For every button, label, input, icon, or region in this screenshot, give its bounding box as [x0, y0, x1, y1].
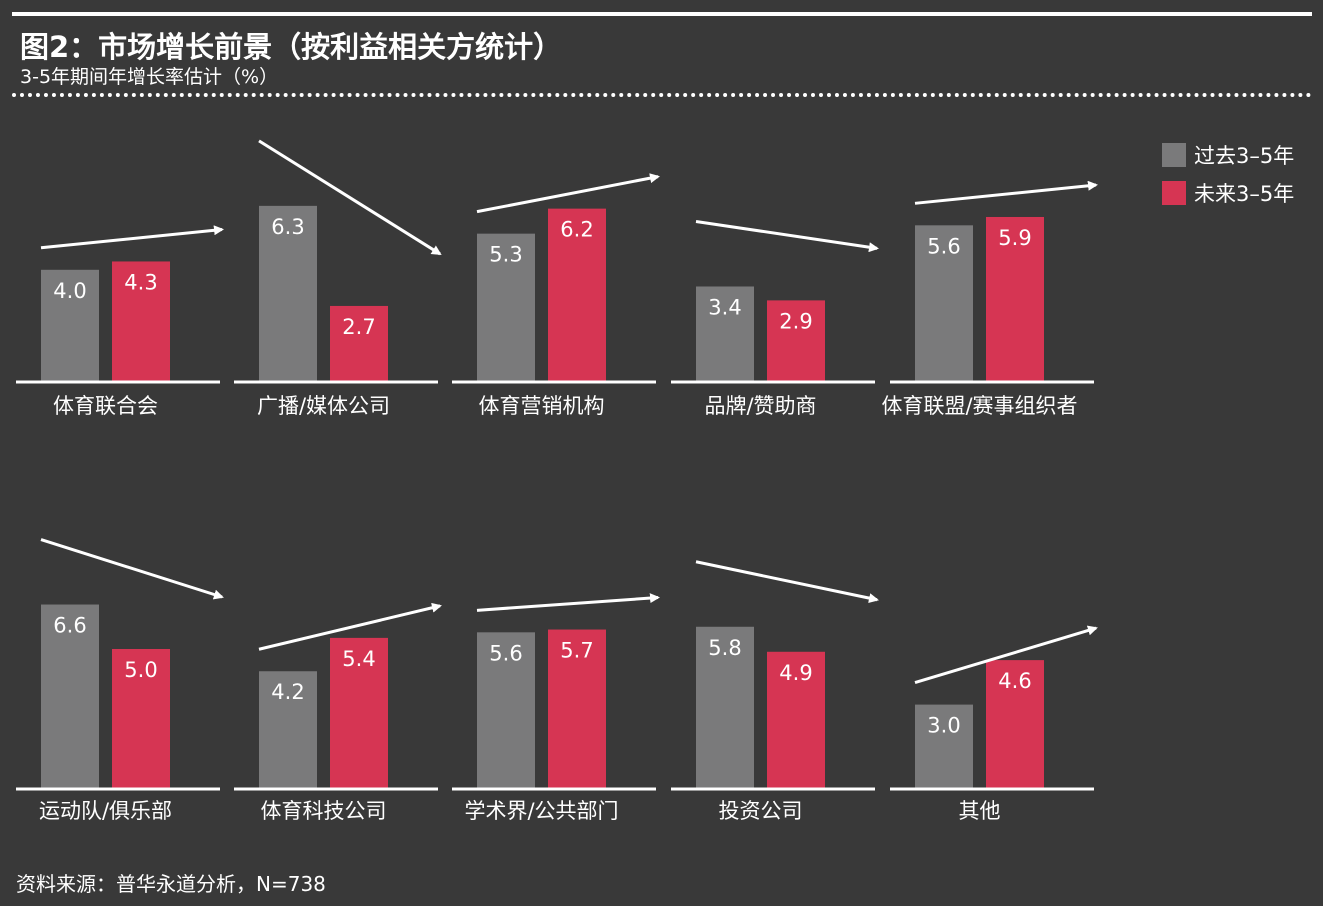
- bar-past: [696, 286, 754, 381]
- bar-past: [259, 205, 317, 381]
- value-label-future: 4.9: [779, 661, 812, 685]
- legend: 过去3–5年 未来3–5年: [1162, 136, 1294, 212]
- bar-future: [986, 660, 1044, 788]
- trend-arrow: [914, 180, 1098, 205]
- bar-future: [548, 629, 606, 788]
- bar-future: [548, 208, 606, 381]
- value-label-future: 4.6: [998, 669, 1031, 693]
- trend-arrow: [258, 139, 442, 256]
- top-rule: [12, 12, 1312, 16]
- value-label-past: 3.0: [927, 714, 960, 738]
- dotted-divider: [12, 93, 1312, 97]
- bar-future: [767, 651, 825, 788]
- bar-past: [915, 225, 973, 381]
- value-label-future: 5.9: [998, 226, 1031, 250]
- value-label-past: 5.6: [927, 234, 960, 258]
- bar-future: [112, 261, 170, 381]
- category-label: 运动队/俱乐部: [39, 799, 172, 823]
- value-label-future: 5.0: [124, 658, 157, 682]
- bar-future: [767, 300, 825, 381]
- bar-past: [259, 671, 317, 788]
- value-label-past: 4.0: [53, 279, 86, 303]
- value-label-past: 4.2: [271, 680, 304, 704]
- page-title: 图2：市场增长前景（按利益相关方统计）: [20, 30, 563, 64]
- source-note: 资料来源：普华永道分析，N=738: [16, 872, 326, 896]
- legend-swatch-future: [1162, 181, 1186, 205]
- bar-future: [112, 649, 170, 788]
- value-label-past: 6.3: [271, 215, 304, 239]
- legend-swatch-past: [1162, 143, 1186, 167]
- legend-item-future: 未来3–5年: [1162, 174, 1294, 212]
- value-label-past: 5.3: [489, 243, 522, 267]
- bar-future: [330, 637, 388, 788]
- value-label-future: 5.4: [342, 647, 375, 671]
- trend-arrow: [914, 625, 1098, 685]
- value-label-future: 4.3: [124, 270, 157, 294]
- category-label: 广播/媒体公司: [257, 394, 390, 418]
- value-label-past: 6.6: [53, 614, 86, 638]
- page-subtitle: 3-5年期间年增长率估计（%）: [20, 66, 279, 88]
- trend-arrow: [476, 593, 660, 612]
- bar-future: [986, 216, 1044, 381]
- bar-future: [330, 305, 388, 381]
- trend-arrow: [40, 225, 224, 250]
- value-label-future: 6.2: [560, 218, 593, 242]
- legend-item-past: 过去3–5年: [1162, 136, 1294, 174]
- trend-arrow: [476, 173, 660, 214]
- bar-past: [41, 604, 99, 788]
- trend-arrow: [40, 538, 224, 600]
- bar-past: [41, 269, 99, 381]
- category-label: 体育联合会: [53, 394, 158, 418]
- category-label: 投资公司: [719, 799, 803, 823]
- category-label: 体育营销机构: [479, 394, 605, 418]
- category-label: 品牌/赞助商: [704, 394, 816, 418]
- legend-label-future: 未来3–5年: [1194, 182, 1295, 206]
- value-label-future: 2.9: [779, 309, 812, 333]
- value-label-past: 5.8: [708, 636, 741, 660]
- bar-past: [477, 233, 535, 381]
- value-label-past: 3.4: [708, 295, 741, 319]
- value-label-past: 5.6: [489, 641, 522, 665]
- value-label-future: 5.7: [560, 639, 593, 663]
- category-label: 体育科技公司: [261, 799, 387, 823]
- category-label: 体育联盟/赛事组织者: [881, 394, 1077, 418]
- legend-label-past: 过去3–5年: [1194, 144, 1295, 168]
- category-label: 学术界/公共部门: [464, 799, 618, 823]
- bar-past: [915, 704, 973, 788]
- trend-arrow: [695, 219, 879, 253]
- bar-past: [696, 626, 754, 788]
- value-label-future: 2.7: [342, 315, 375, 339]
- trend-arrow: [258, 602, 442, 651]
- bar-past: [477, 632, 535, 788]
- category-label: 其他: [959, 799, 1001, 823]
- trend-arrow: [695, 560, 879, 604]
